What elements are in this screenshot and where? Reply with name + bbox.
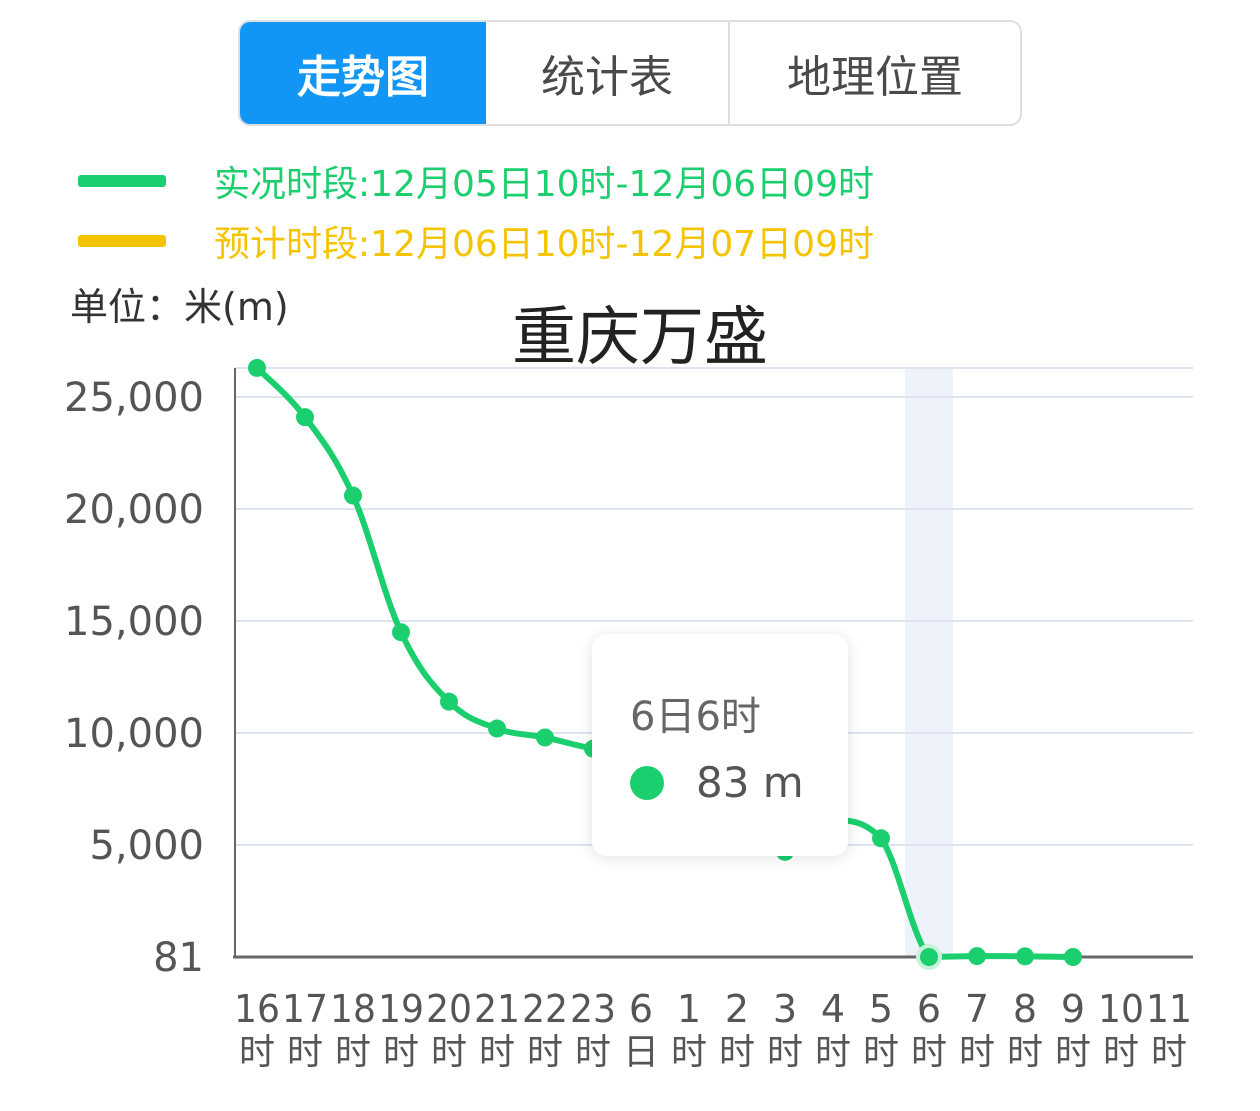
tab-geo-location[interactable]: 地理位置: [787, 52, 963, 103]
x-tick-label-11: 3: [773, 987, 797, 1031]
x-tick-label-7: 23: [570, 987, 616, 1031]
data-point-14: [916, 943, 942, 970]
x-tick-label-8: 6: [629, 987, 653, 1031]
x-tick-label-14: 6: [917, 987, 941, 1031]
x-tick-unit-13: 时: [863, 1032, 899, 1073]
x-tick-label-3: 19: [378, 987, 424, 1031]
x-tick-unit-4: 时: [431, 1032, 467, 1073]
data-point-5: [488, 719, 506, 738]
x-tick-unit-10: 时: [719, 1032, 755, 1073]
x-tick-label-17: 9: [1061, 987, 1085, 1031]
x-tick-unit-3: 时: [383, 1032, 419, 1073]
x-tick-unit-1: 时: [287, 1032, 323, 1073]
tooltip-series-dot: [630, 766, 664, 800]
x-tick-label-4: 20: [426, 987, 472, 1031]
y-tick-label-2: 10,000: [64, 711, 204, 757]
x-tick-label-15: 7: [965, 987, 989, 1031]
data-point-6: [536, 728, 554, 747]
x-tick-unit-14: 时: [911, 1032, 947, 1073]
y-tick-label-3: 15,000: [64, 599, 204, 645]
x-tick-label-2: 18: [330, 987, 376, 1031]
y-tick-label-0: 81: [153, 935, 204, 981]
x-tick-label-13: 5: [869, 987, 893, 1031]
x-tick-unit-17: 时: [1055, 1032, 1091, 1073]
data-point-0: [248, 358, 266, 377]
y-tick-label-1: 5,000: [89, 823, 204, 869]
x-tick-unit-2: 时: [335, 1032, 371, 1073]
x-tick-label-18: 10: [1098, 987, 1144, 1031]
unit-label: 单位：米(m): [70, 285, 289, 329]
legend-observed-swatch: [78, 175, 166, 187]
x-tick-unit-18: 时: [1103, 1032, 1139, 1073]
tooltip-title: 6日6时: [630, 694, 761, 740]
x-tick-label-16: 8: [1013, 987, 1037, 1031]
highlight-band: [905, 368, 953, 957]
x-tick-unit-6: 时: [527, 1032, 563, 1073]
x-tick-label-6: 22: [522, 987, 568, 1031]
x-tick-unit-11: 时: [767, 1032, 803, 1073]
x-tick-unit-19: 时: [1151, 1032, 1187, 1073]
x-tick-unit-8: 日: [623, 1032, 659, 1073]
x-tick-unit-9: 时: [671, 1032, 707, 1073]
data-point-2: [344, 486, 362, 505]
data-point-13: [872, 829, 890, 848]
y-tick-label-4: 20,000: [64, 487, 204, 533]
data-point-4: [440, 692, 458, 711]
chart-tooltip: 6日6时 83 m: [592, 634, 848, 856]
x-tick-label-0: 16: [234, 987, 280, 1031]
x-tick-label-9: 1: [677, 987, 701, 1031]
x-tick-unit-12: 时: [815, 1032, 851, 1073]
data-point-15: [968, 947, 986, 966]
data-point-3: [392, 623, 410, 642]
x-tick-unit-0: 时: [239, 1032, 275, 1073]
legend-forecast: 预计时段:12月06日10时-12月07日09时: [78, 216, 874, 266]
data-point-1: [296, 408, 314, 427]
x-tick-label-12: 4: [821, 987, 845, 1031]
x-tick-label-19: 11: [1146, 987, 1192, 1031]
data-point-16: [1016, 947, 1034, 966]
legend-observed-text: 实况时段:12月05日10时-12月06日09时: [214, 164, 874, 205]
x-tick-unit-15: 时: [959, 1032, 995, 1073]
legend-observed: 实况时段:12月05日10时-12月06日09时: [78, 156, 874, 206]
tab-statistics-table[interactable]: 统计表: [486, 22, 730, 124]
legend-forecast-swatch: [78, 235, 166, 247]
tooltip-value: 83 m: [696, 758, 804, 807]
tab-bar: 走势图 统计表 地理位置: [238, 20, 1022, 126]
x-tick-label-10: 2: [725, 987, 749, 1031]
x-tick-label-5: 21: [474, 987, 520, 1031]
legend-forecast-text: 预计时段:12月06日10时-12月07日09时: [214, 224, 874, 265]
data-point-17: [1064, 948, 1082, 966]
x-tick-unit-7: 时: [575, 1032, 611, 1073]
y-tick-label-5: 25,000: [64, 375, 204, 421]
x-tick-unit-5: 时: [479, 1032, 515, 1073]
chart-title: 重庆万盛: [512, 301, 768, 375]
tab-trend-chart[interactable]: 走势图: [240, 22, 486, 124]
x-tick-unit-16: 时: [1007, 1032, 1043, 1073]
x-tick-label-1: 17: [282, 987, 328, 1031]
